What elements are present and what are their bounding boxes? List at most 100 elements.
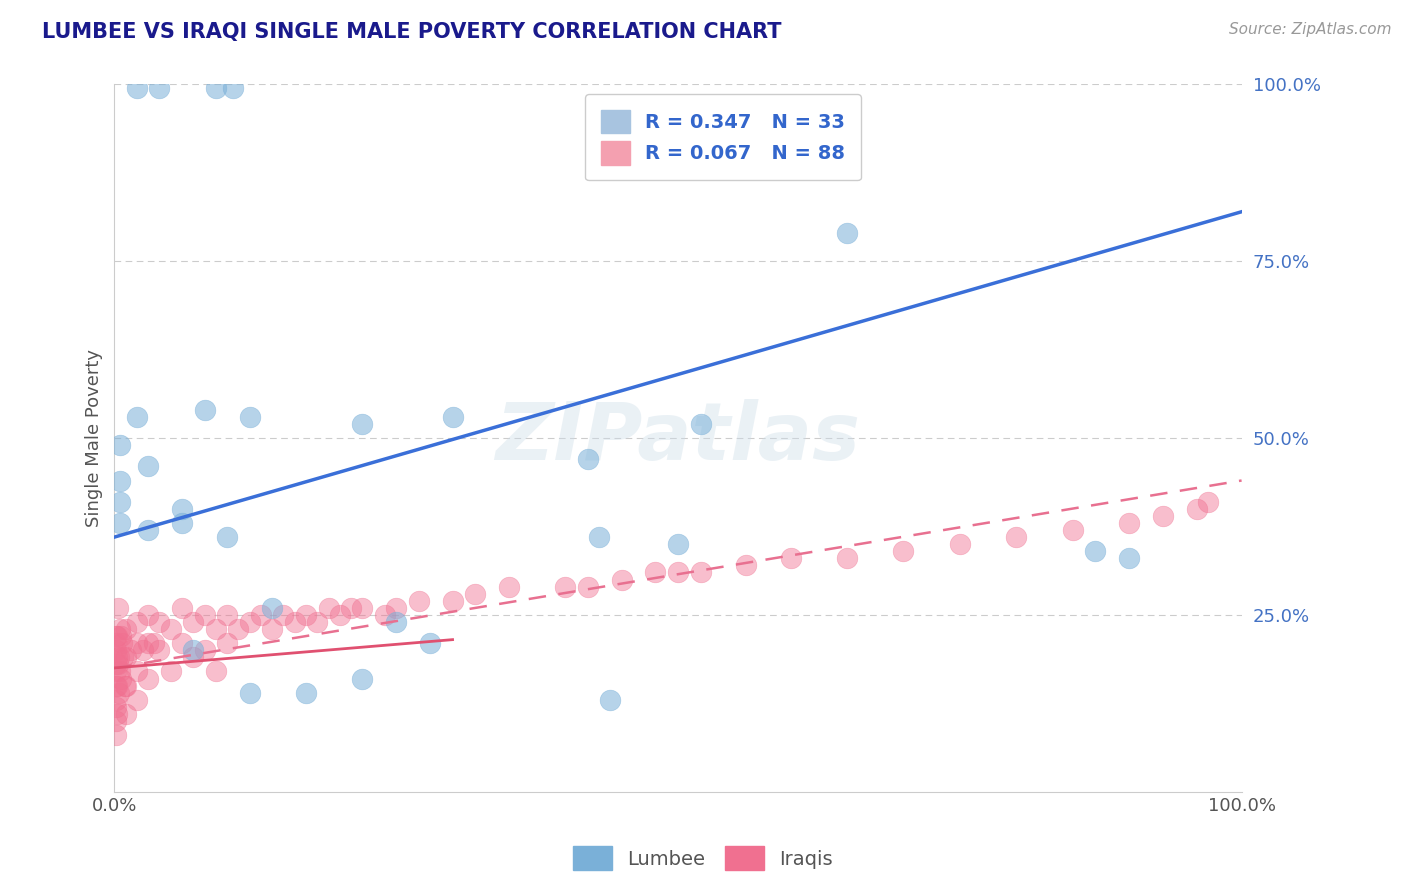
Point bbox=[441, 409, 464, 424]
Point bbox=[108, 438, 131, 452]
Point bbox=[588, 530, 610, 544]
Point bbox=[108, 686, 131, 700]
Point bbox=[352, 600, 374, 615]
Point bbox=[170, 600, 193, 615]
Point bbox=[105, 650, 128, 665]
Point bbox=[148, 81, 170, 95]
Point bbox=[194, 402, 217, 417]
Point bbox=[104, 665, 127, 679]
Point bbox=[464, 587, 486, 601]
Point bbox=[114, 679, 136, 693]
Point bbox=[295, 607, 318, 622]
Text: Source: ZipAtlas.com: Source: ZipAtlas.com bbox=[1229, 22, 1392, 37]
Point bbox=[181, 650, 204, 665]
Point bbox=[689, 566, 711, 580]
Point bbox=[352, 417, 374, 431]
Point bbox=[104, 714, 127, 728]
Y-axis label: Single Male Poverty: Single Male Poverty bbox=[86, 349, 103, 527]
Point bbox=[159, 665, 181, 679]
Point bbox=[125, 636, 148, 650]
Point bbox=[159, 622, 181, 636]
Point bbox=[125, 665, 148, 679]
Point bbox=[408, 593, 430, 607]
Point bbox=[576, 580, 599, 594]
Point bbox=[205, 81, 228, 95]
Point bbox=[114, 679, 136, 693]
Point bbox=[108, 622, 131, 636]
Point bbox=[108, 516, 131, 530]
Point bbox=[217, 607, 239, 622]
Point bbox=[666, 566, 689, 580]
Point bbox=[835, 551, 858, 566]
Point bbox=[239, 409, 262, 424]
Point bbox=[107, 657, 129, 672]
Point bbox=[419, 636, 441, 650]
Point bbox=[385, 615, 408, 629]
Point bbox=[104, 692, 127, 706]
Point bbox=[295, 686, 318, 700]
Point bbox=[108, 650, 131, 665]
Point bbox=[228, 622, 250, 636]
Point bbox=[949, 537, 972, 551]
Point bbox=[114, 622, 136, 636]
Point bbox=[136, 636, 159, 650]
Point bbox=[1005, 530, 1028, 544]
Point bbox=[105, 706, 128, 721]
Point bbox=[104, 657, 127, 672]
Point bbox=[1062, 523, 1084, 537]
Point bbox=[170, 636, 193, 650]
Point bbox=[170, 516, 193, 530]
Point bbox=[136, 672, 159, 686]
Point bbox=[239, 615, 262, 629]
Point bbox=[136, 523, 159, 537]
Point bbox=[104, 679, 127, 693]
Point bbox=[340, 600, 363, 615]
Point bbox=[125, 692, 148, 706]
Point bbox=[125, 81, 148, 95]
Point bbox=[576, 452, 599, 467]
Point bbox=[104, 629, 127, 643]
Point bbox=[108, 474, 131, 488]
Point bbox=[194, 607, 217, 622]
Point bbox=[142, 636, 165, 650]
Point bbox=[644, 566, 666, 580]
Point bbox=[329, 607, 352, 622]
Point bbox=[273, 607, 295, 622]
Point bbox=[610, 573, 633, 587]
Point bbox=[554, 580, 576, 594]
Point bbox=[114, 650, 136, 665]
Point bbox=[107, 600, 129, 615]
Point bbox=[181, 615, 204, 629]
Point bbox=[112, 650, 135, 665]
Point bbox=[689, 417, 711, 431]
Point bbox=[110, 629, 132, 643]
Point bbox=[893, 544, 915, 558]
Text: LUMBEE VS IRAQI SINGLE MALE POVERTY CORRELATION CHART: LUMBEE VS IRAQI SINGLE MALE POVERTY CORR… bbox=[42, 22, 782, 42]
Point bbox=[835, 226, 858, 240]
Point bbox=[779, 551, 801, 566]
Point bbox=[262, 622, 284, 636]
Point bbox=[104, 699, 127, 714]
Point bbox=[217, 636, 239, 650]
Point bbox=[148, 615, 170, 629]
Point bbox=[599, 692, 621, 706]
Point bbox=[1197, 494, 1219, 508]
Point bbox=[217, 530, 239, 544]
Point bbox=[1118, 551, 1140, 566]
Point bbox=[205, 665, 228, 679]
Point bbox=[114, 706, 136, 721]
Point bbox=[498, 580, 520, 594]
Point bbox=[441, 593, 464, 607]
Point bbox=[125, 409, 148, 424]
Point bbox=[307, 615, 329, 629]
Text: ZIPatlas: ZIPatlas bbox=[495, 399, 860, 477]
Point bbox=[222, 81, 245, 95]
Point bbox=[104, 643, 127, 657]
Point bbox=[170, 501, 193, 516]
Point bbox=[374, 607, 396, 622]
Point bbox=[110, 672, 132, 686]
Point bbox=[108, 665, 131, 679]
Point bbox=[1118, 516, 1140, 530]
Point bbox=[105, 629, 128, 643]
Point bbox=[104, 728, 127, 742]
